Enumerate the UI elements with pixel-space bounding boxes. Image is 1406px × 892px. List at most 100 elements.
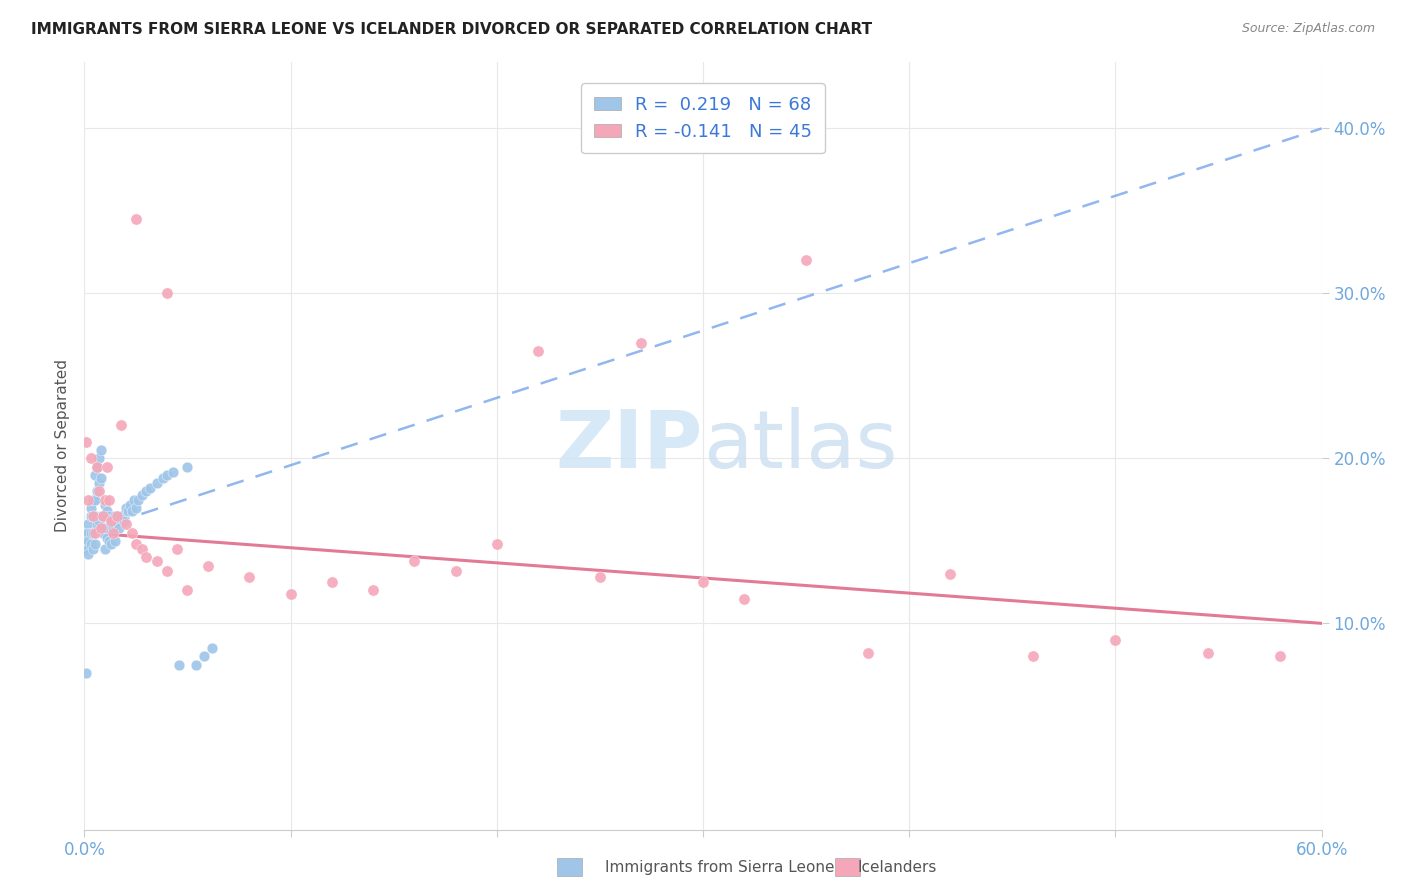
Text: atlas: atlas [703, 407, 897, 485]
Point [82, 525, 104, 540]
Text: IMMIGRANTS FROM SIERRA LEONE VS ICELANDER DIVORCED OR SEPARATED CORRELATION CHAR: IMMIGRANTS FROM SIERRA LEONE VS ICELANDE… [31, 22, 872, 37]
Point [589, 570, 612, 584]
Point [105, 509, 128, 524]
Point [122, 492, 145, 507]
Point [100, 537, 122, 551]
Bar [835, 858, 860, 876]
Point [94, 492, 117, 507]
Point [75, 542, 97, 557]
Point [201, 641, 224, 656]
Point [114, 517, 136, 532]
Point [75, 525, 97, 540]
Point [135, 550, 157, 565]
Point [131, 542, 153, 557]
Point [1022, 649, 1045, 664]
Point [100, 514, 122, 528]
Point [238, 570, 260, 584]
Point [90, 521, 112, 535]
Point [156, 564, 179, 578]
Point [485, 537, 508, 551]
Point [630, 335, 652, 350]
Point [77, 492, 100, 507]
Point [145, 476, 167, 491]
Point [87, 451, 110, 466]
Point [527, 344, 550, 359]
Point [77, 525, 100, 540]
Point [184, 657, 207, 672]
Point [131, 488, 153, 502]
Point [100, 512, 122, 526]
Point [90, 509, 112, 524]
Point [117, 504, 139, 518]
Point [82, 509, 104, 524]
Point [77, 533, 100, 548]
Point [83, 525, 105, 540]
Point [404, 554, 426, 568]
Point [82, 509, 104, 524]
Point [96, 459, 118, 474]
Text: Icelanders: Icelanders [858, 860, 936, 874]
Point [79, 451, 101, 466]
Bar [557, 858, 582, 876]
Point [361, 583, 384, 598]
Point [83, 492, 105, 507]
Point [125, 212, 148, 227]
Point [91, 525, 114, 540]
Point [104, 533, 127, 548]
Point [98, 533, 121, 548]
Point [83, 467, 105, 482]
Point [87, 476, 110, 491]
Point [1104, 632, 1126, 647]
Point [86, 517, 108, 532]
Point [118, 498, 141, 512]
Point [162, 465, 184, 479]
Point [79, 537, 101, 551]
Point [176, 583, 198, 598]
Point [82, 542, 104, 557]
Point [98, 492, 121, 507]
Point [156, 467, 179, 482]
Point [166, 542, 188, 557]
Point [83, 509, 105, 524]
Point [114, 500, 136, 515]
Point [86, 459, 108, 474]
Point [280, 587, 302, 601]
Point [692, 575, 714, 590]
Point [145, 554, 167, 568]
Point [121, 525, 143, 540]
Y-axis label: Divorced or Separated: Divorced or Separated [55, 359, 70, 533]
Point [856, 646, 879, 660]
Point [321, 575, 343, 590]
Point [77, 542, 100, 557]
Point [75, 665, 97, 680]
Point [794, 253, 817, 268]
Text: Source: ZipAtlas.com: Source: ZipAtlas.com [1241, 22, 1375, 36]
Point [98, 509, 121, 524]
Point [1197, 646, 1219, 660]
Point [87, 514, 110, 528]
Point [94, 521, 117, 535]
Point [193, 649, 215, 664]
Point [82, 492, 104, 507]
Point [939, 566, 962, 581]
Point [75, 533, 97, 548]
Point [94, 542, 117, 557]
Point [110, 418, 132, 433]
Point [91, 509, 114, 524]
Point [90, 443, 112, 458]
Point [110, 509, 132, 524]
Point [104, 509, 127, 524]
Point [152, 471, 174, 485]
Point [79, 525, 101, 540]
Point [79, 509, 101, 524]
Point [103, 525, 125, 540]
Point [197, 558, 219, 573]
Point [103, 521, 125, 535]
Legend: R =  0.219   N = 68, R = -0.141   N = 45: R = 0.219 N = 68, R = -0.141 N = 45 [581, 83, 825, 153]
Point [156, 286, 179, 301]
Point [176, 459, 198, 474]
Point [96, 531, 118, 545]
Point [75, 537, 97, 551]
Point [444, 564, 467, 578]
Point [75, 434, 97, 449]
